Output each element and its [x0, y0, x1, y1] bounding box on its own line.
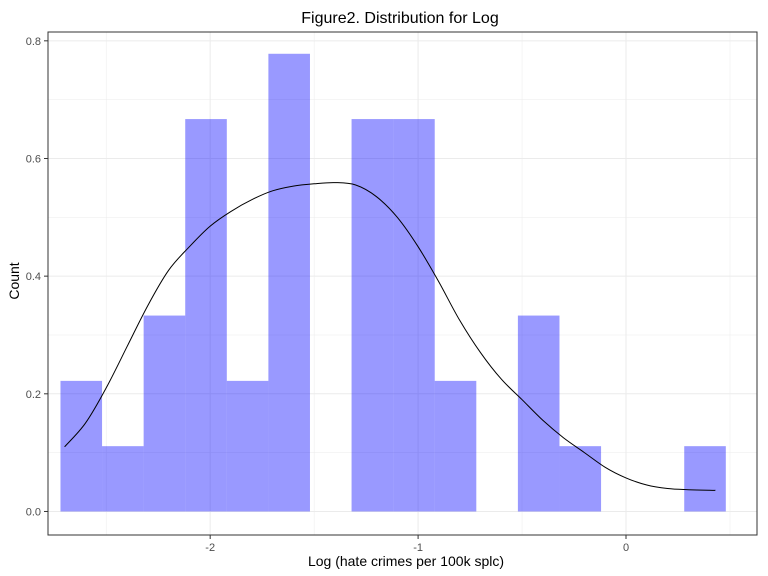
histogram-bar-5: [226, 380, 269, 512]
plot-area: [48, 32, 757, 535]
histogram-bars: [60, 53, 726, 512]
histogram-bar-8: [351, 119, 394, 512]
y-tick-label: 0.0: [26, 506, 41, 518]
x-tick-label: 0: [623, 542, 629, 554]
panel-border: [47, 31, 758, 536]
x-tick-label: -1: [413, 542, 423, 554]
density-curve: [64, 182, 716, 491]
plot-background: [48, 32, 757, 535]
y-tick-label: 0.6: [26, 153, 41, 165]
axes: -2 -1 0 0.0 0.2 0.4 0.6 0.8: [26, 31, 758, 554]
histogram-bar-3: [143, 315, 186, 512]
histogram-bar-1: [60, 380, 103, 512]
y-tick-label: 0.4: [26, 271, 41, 283]
histogram-bar-16: [684, 446, 726, 512]
density-curve-layer: [64, 182, 716, 491]
y-axis-title: Count: [6, 262, 22, 299]
histogram-bar-10: [434, 380, 477, 512]
histogram-bar-12: [517, 315, 560, 512]
histogram-bar-9: [393, 119, 435, 512]
y-tick-label: 0.2: [26, 389, 41, 401]
chart-title: Figure2. Distribution for Log: [301, 10, 498, 27]
x-axis-title: Log (hate crimes per 100k splc): [308, 553, 504, 569]
x-tick-label: -2: [205, 542, 215, 554]
histogram-bar-2: [102, 446, 144, 512]
histogram-bar-13: [559, 446, 602, 512]
histogram-bar-6: [268, 53, 310, 512]
histogram-bar-4: [185, 119, 227, 512]
y-tick-label: 0.8: [26, 36, 41, 48]
gridlines: [48, 32, 757, 535]
